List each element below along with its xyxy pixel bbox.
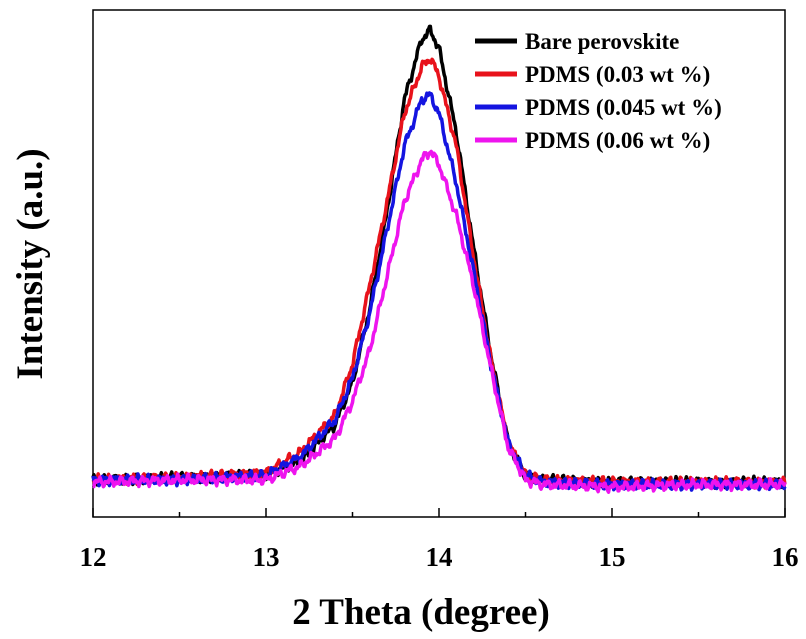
x-tick-label: 14 — [426, 542, 453, 572]
x-tick-label: 12 — [80, 542, 107, 572]
legend-label-3: PDMS (0.045 wt %) — [525, 95, 722, 120]
series-line-4 — [92, 149, 787, 494]
legend-label-1: Bare perovskite — [525, 29, 679, 54]
legend: Bare perovskite PDMS (0.03 wt %) PDMS (0.0… — [475, 29, 722, 153]
series-line-2 — [91, 57, 787, 490]
x-tick-label: 16 — [772, 542, 799, 572]
x-axis-ticks: 12 13 14 15 16 — [80, 508, 799, 572]
legend-label-2: PDMS (0.03 wt %) — [525, 62, 710, 87]
series-layer — [91, 24, 787, 494]
legend-label-4: PDMS (0.06 wt %) — [525, 128, 710, 153]
x-tick-label: 15 — [599, 542, 626, 572]
x-axis-label: 2 Theta (degree) — [292, 592, 550, 633]
x-tick-label: 13 — [253, 542, 280, 572]
y-axis-label: Intensity (a.u.) — [10, 148, 51, 379]
